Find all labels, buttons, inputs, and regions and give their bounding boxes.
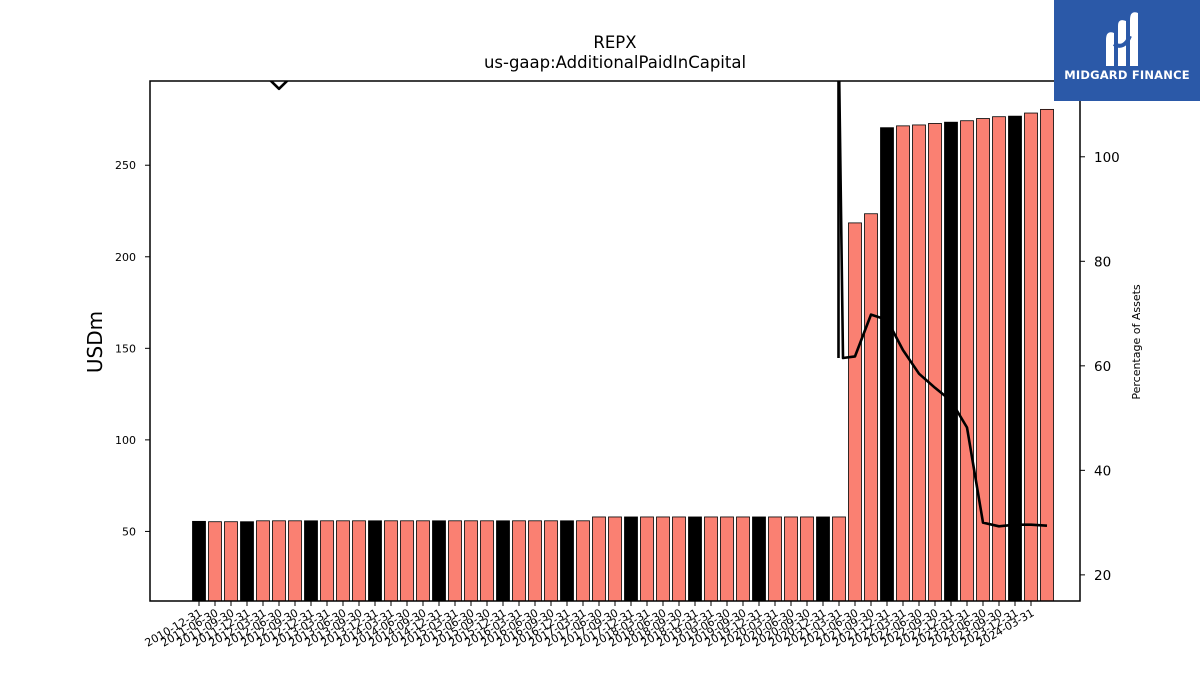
y2-tick-label: 40 bbox=[1094, 463, 1111, 479]
logo-mark-icon bbox=[1106, 12, 1138, 67]
bar bbox=[720, 516, 734, 602]
bar bbox=[400, 520, 414, 602]
bar bbox=[208, 521, 222, 602]
chart-subtitle: us-gaap:AdditionalPaidInCapital bbox=[484, 53, 746, 72]
bar bbox=[672, 516, 686, 602]
bar bbox=[544, 520, 558, 602]
bar bbox=[800, 516, 814, 602]
bar bbox=[288, 520, 302, 602]
bar bbox=[352, 520, 366, 602]
bar bbox=[832, 516, 846, 602]
bar bbox=[928, 123, 942, 602]
bar bbox=[592, 516, 606, 602]
y-tick-label: 250 bbox=[115, 159, 136, 172]
bar bbox=[304, 520, 318, 602]
y2-tick-label: 100 bbox=[1094, 150, 1120, 166]
bar bbox=[368, 520, 382, 602]
bar bbox=[416, 520, 430, 602]
bar bbox=[688, 516, 702, 602]
bar bbox=[656, 516, 670, 602]
bar bbox=[816, 516, 830, 602]
bar bbox=[1040, 108, 1054, 602]
y-tick-label: 100 bbox=[115, 434, 136, 447]
bar bbox=[912, 124, 926, 602]
axes-layer: 50 100 150 200 250 20 40 60 80 100 bbox=[115, 80, 1120, 602]
y2-axis-label: Percentage of Assets bbox=[1130, 284, 1143, 400]
logo-text: MIDGARD FINANCE bbox=[1064, 68, 1190, 82]
bar bbox=[992, 116, 1006, 602]
bar bbox=[736, 516, 750, 602]
bar bbox=[448, 520, 462, 602]
bar bbox=[896, 125, 910, 602]
bar bbox=[704, 516, 718, 602]
bar bbox=[768, 516, 782, 602]
bar bbox=[624, 516, 638, 602]
y-tick-label: 50 bbox=[122, 525, 136, 538]
bar bbox=[976, 118, 990, 602]
y2-tick-label: 60 bbox=[1094, 359, 1111, 375]
bar bbox=[496, 520, 510, 602]
chart-title: REPX bbox=[593, 33, 636, 52]
bar bbox=[848, 222, 862, 602]
bar bbox=[512, 520, 526, 602]
bar bbox=[480, 520, 494, 602]
bar bbox=[240, 521, 254, 602]
bar bbox=[192, 520, 206, 602]
bar bbox=[640, 516, 654, 602]
x-ticks-layer: 2010-12-312011-06-302011-09-302011-12-31… bbox=[143, 601, 1037, 650]
y-tick-label: 150 bbox=[115, 342, 136, 355]
bar bbox=[1024, 112, 1038, 602]
midgard-finance-logo: MIDGARD FINANCE bbox=[1054, 0, 1200, 101]
bar bbox=[784, 516, 798, 602]
bar bbox=[560, 520, 574, 602]
y2-tick-label: 20 bbox=[1094, 568, 1111, 584]
bar bbox=[320, 520, 334, 602]
bar bbox=[528, 520, 542, 602]
bar bbox=[864, 213, 878, 602]
bars-layer bbox=[192, 108, 1054, 602]
bar bbox=[960, 120, 974, 602]
y-tick-label: 200 bbox=[115, 251, 136, 264]
y-axis-label: USDm bbox=[83, 311, 107, 373]
bar bbox=[432, 520, 446, 602]
bar bbox=[576, 520, 590, 602]
bar bbox=[608, 516, 622, 602]
line-layer bbox=[269, 81, 1048, 528]
bar bbox=[1008, 115, 1022, 602]
y2-tick-label: 80 bbox=[1094, 254, 1111, 270]
bar bbox=[256, 520, 270, 602]
bar bbox=[880, 127, 894, 602]
bar bbox=[464, 520, 478, 602]
series-line bbox=[269, 81, 1048, 528]
bar bbox=[272, 520, 286, 602]
bar bbox=[944, 121, 958, 602]
bar bbox=[752, 516, 766, 602]
bar bbox=[224, 521, 238, 602]
bar bbox=[384, 520, 398, 602]
bar bbox=[336, 520, 350, 602]
